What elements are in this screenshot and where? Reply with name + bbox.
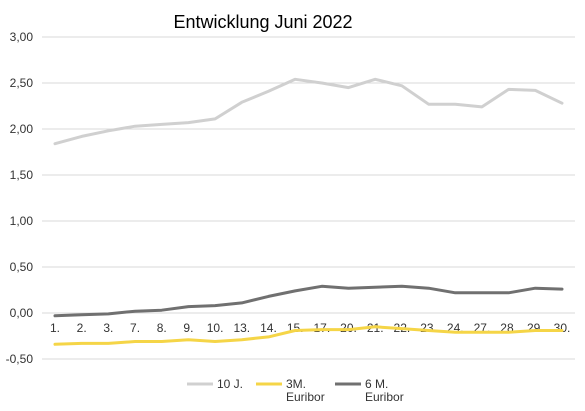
series-lines [53,77,564,346]
x-tick-label: 7. [130,321,140,335]
legend-label: 6 M. [365,377,388,391]
x-tick-label: 1. [50,321,60,335]
legend-label: 10 J. [217,377,243,391]
y-tick-label: 0,50 [10,260,34,274]
x-tick-label: 8. [157,321,167,335]
y-tick-label: 1,50 [10,168,34,182]
x-tick-label: 29. [527,321,544,335]
series-line-1 [53,77,564,146]
x-tick-label: 17. [313,321,330,335]
x-tick-label: 20. [340,321,357,335]
y-tick-label: 3,00 [10,30,34,44]
x-tick-label: 30. [554,321,571,335]
x-tick-label: 10. [207,321,224,335]
gridlines [42,36,575,360]
x-tick-label: 13. [233,321,250,335]
legend-label: 3M. [286,377,306,391]
legend-label: Euribor [286,390,325,404]
y-tick-label: 2,00 [10,122,34,136]
x-tick-label: 2. [77,321,87,335]
x-tick-label: 23. [420,321,437,335]
y-tick-label: 0,00 [10,306,34,320]
x-tick-label: 9. [183,321,193,335]
y-axis-ticks: 3,00 2,50 2,00 1,50 1,00 0,50 0,00 -0,50 [6,30,34,366]
x-tick-label: 3. [103,321,113,335]
y-tick-label: 1,00 [10,214,34,228]
legend-label: Euribor [365,390,404,404]
chart-title: Entwicklung Juni 2022 [173,12,352,32]
y-tick-label: 2,50 [10,76,34,90]
y-tick-label: -0,50 [6,352,34,366]
series-line-3 [53,284,564,318]
x-tick-label: 14. [260,321,277,335]
series-line-2 [53,325,564,346]
